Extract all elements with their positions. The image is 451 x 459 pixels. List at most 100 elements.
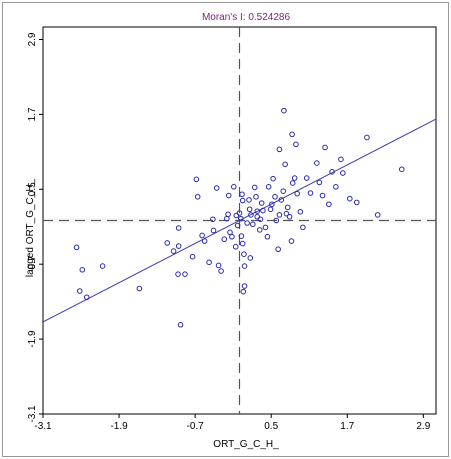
scatter-point bbox=[293, 141, 299, 148]
scatter-point bbox=[229, 233, 235, 240]
y-tick-label: -1.9 bbox=[27, 330, 38, 348]
scatter-point bbox=[239, 240, 246, 247]
scatter-point bbox=[326, 201, 332, 208]
scatter-point bbox=[283, 210, 290, 217]
scatter-point bbox=[239, 197, 246, 204]
scatter-point bbox=[284, 204, 291, 211]
scatter-point bbox=[210, 216, 216, 223]
x-tick-label: 1.7 bbox=[340, 421, 354, 432]
scatter-point bbox=[300, 224, 306, 231]
scatter-point bbox=[260, 207, 266, 214]
x-tick-label: 2.9 bbox=[416, 421, 430, 432]
scatter-point bbox=[240, 288, 247, 295]
scatter-point bbox=[329, 169, 335, 175]
x-tick-label: -1.9 bbox=[110, 421, 128, 432]
scatter-point bbox=[322, 144, 328, 151]
scatter-point bbox=[307, 190, 314, 196]
scatter-point bbox=[247, 255, 254, 261]
scatter-point bbox=[270, 175, 276, 182]
x-tick-label: -3.1 bbox=[34, 421, 52, 432]
scatter-point bbox=[99, 263, 106, 269]
scatter-point bbox=[246, 206, 253, 213]
scatter-point bbox=[333, 183, 339, 190]
x-axis-label: ORT_G_C_H_ bbox=[213, 439, 279, 450]
scatter-point bbox=[267, 206, 274, 213]
scatter-point bbox=[237, 215, 244, 222]
scatter-point bbox=[239, 191, 245, 198]
scatter-point bbox=[76, 288, 83, 294]
scatter-point bbox=[346, 195, 353, 202]
scatter-point bbox=[199, 232, 205, 239]
y-tick-label: -3.1 bbox=[27, 405, 38, 423]
scatter-point bbox=[232, 243, 239, 250]
scatter-point bbox=[182, 271, 188, 277]
scatter-point bbox=[340, 170, 346, 176]
scatter-point bbox=[206, 259, 212, 266]
y-tick-label: -0.7 bbox=[27, 255, 38, 273]
scatter-point bbox=[364, 134, 370, 141]
scatter-point bbox=[291, 175, 298, 181]
scatter-point bbox=[338, 156, 344, 163]
scatter-point bbox=[164, 240, 171, 246]
scatter-point bbox=[289, 131, 295, 138]
scatter-point bbox=[272, 193, 278, 200]
y-tick-label: 1.7 bbox=[27, 107, 38, 121]
scatter-point bbox=[246, 197, 252, 203]
y-tick-label: 0.5 bbox=[27, 182, 38, 196]
chart-title: Moran's I: 0.524286 bbox=[202, 12, 291, 23]
scatter-point bbox=[244, 220, 250, 226]
scatter-point bbox=[136, 285, 143, 292]
scatter-point bbox=[294, 190, 300, 197]
scatter-point bbox=[398, 166, 405, 173]
scatter-point bbox=[175, 271, 181, 277]
scatter-point bbox=[353, 199, 360, 206]
scatter-point bbox=[73, 244, 80, 251]
scatter-point bbox=[218, 268, 224, 274]
scatter-point bbox=[276, 212, 283, 218]
scatter-point bbox=[234, 222, 241, 229]
scatter-point bbox=[175, 243, 182, 249]
scatter-point bbox=[254, 208, 261, 214]
y-tick-label: 2.9 bbox=[27, 32, 38, 46]
scatter-point bbox=[278, 197, 285, 203]
scatter-point bbox=[248, 212, 254, 218]
scatter-point bbox=[282, 161, 288, 168]
scatter-point bbox=[289, 180, 296, 186]
scatter-point bbox=[374, 212, 381, 218]
scatter-point bbox=[189, 253, 196, 260]
scatter-point bbox=[250, 221, 256, 228]
scatter-point bbox=[215, 262, 222, 269]
scatter-point bbox=[258, 200, 265, 206]
scatter-point bbox=[288, 238, 295, 244]
scatter-point bbox=[257, 216, 264, 223]
scatter-point bbox=[275, 246, 281, 253]
scatter-point bbox=[194, 193, 201, 200]
scatter-point bbox=[253, 193, 259, 200]
scatter-point bbox=[210, 227, 217, 234]
scatter-point bbox=[193, 176, 200, 183]
scatter-point bbox=[286, 213, 293, 220]
scatter-point bbox=[265, 183, 272, 190]
scatter-point bbox=[316, 179, 323, 186]
scatter-point bbox=[269, 201, 275, 208]
scatter-point bbox=[273, 217, 280, 224]
scatter-point bbox=[227, 229, 233, 236]
scatter-point bbox=[264, 233, 271, 240]
scatter-point bbox=[314, 160, 320, 166]
scatter-point bbox=[262, 224, 269, 231]
scatter-point bbox=[276, 146, 283, 153]
scatter-point bbox=[201, 238, 208, 244]
scatter-point bbox=[241, 251, 247, 258]
scatter-point bbox=[241, 283, 248, 289]
plot-area: -3.1 -1.9 -0.7 0.5 1.7 2.9 -3.1 -1.9 -0.7 0.5 1.7 2… bbox=[27, 26, 437, 432]
scatter-point bbox=[225, 192, 232, 199]
scatter-point bbox=[175, 225, 182, 231]
scatter-point bbox=[241, 263, 248, 269]
x-tick-label: 0.5 bbox=[264, 421, 278, 432]
scatter-point bbox=[236, 210, 243, 216]
scatter-point bbox=[213, 185, 220, 191]
scatter-point bbox=[177, 321, 184, 328]
scatter-point bbox=[221, 236, 228, 243]
